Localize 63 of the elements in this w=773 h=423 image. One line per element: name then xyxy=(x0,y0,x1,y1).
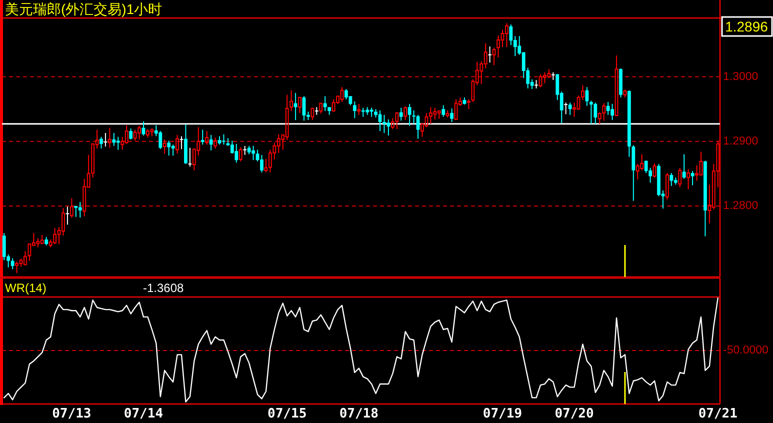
candlestick xyxy=(28,244,32,262)
chart-title: 美元瑞郎(外汇交易)1小时 xyxy=(5,1,162,17)
candlestick xyxy=(167,140,171,156)
candlestick xyxy=(382,114,386,134)
candlestick xyxy=(610,103,614,121)
x-tick-label: 07/15 xyxy=(268,406,307,422)
candlestick xyxy=(370,107,374,118)
candlestick xyxy=(509,24,513,46)
candlestick xyxy=(378,110,382,132)
candlestick xyxy=(670,172,674,186)
candlestick xyxy=(323,96,327,112)
x-tick-label: 07/13 xyxy=(52,406,92,422)
candlestick xyxy=(644,160,648,174)
candlestick xyxy=(442,104,446,118)
candlestick xyxy=(112,132,116,146)
candlestick xyxy=(344,88,348,100)
candlestick xyxy=(209,134,213,151)
candlestick xyxy=(298,96,302,114)
candlestick xyxy=(200,129,204,146)
candlestick xyxy=(252,145,255,161)
candlestick xyxy=(589,100,593,124)
candlestick xyxy=(682,154,686,180)
candlestick xyxy=(594,102,598,124)
candlestick xyxy=(450,108,454,122)
candlestick xyxy=(188,147,192,168)
x-tick-label: 07/14 xyxy=(124,406,164,422)
candlestick xyxy=(100,136,103,149)
candlestick xyxy=(158,130,162,150)
x-tick-label: 07/20 xyxy=(554,406,594,422)
candlestick xyxy=(129,128,133,140)
candlestick xyxy=(2,232,6,261)
candlestick xyxy=(564,102,568,115)
y-tick-label: 1.3000 xyxy=(723,70,758,83)
candlestick xyxy=(488,46,492,64)
candlestick xyxy=(632,144,636,202)
candlestick xyxy=(78,202,82,218)
text: -50.0000 xyxy=(723,344,768,356)
candlestick xyxy=(314,106,319,116)
text: -1.3608 xyxy=(143,281,184,295)
text: 1.2896 xyxy=(725,18,768,34)
candlestick xyxy=(234,143,238,164)
candlestick xyxy=(568,102,572,116)
candlestick xyxy=(352,100,356,119)
candlestick xyxy=(242,145,248,156)
x-tick-label: 07/21 xyxy=(698,406,738,422)
candlestick xyxy=(171,144,175,156)
y-tick-label: 1.2800 xyxy=(723,200,758,212)
candlestick xyxy=(10,258,14,270)
y-tick-label: 1.2900 xyxy=(723,135,758,148)
candlestick xyxy=(408,103,412,126)
candlestick xyxy=(386,118,390,136)
candlestick xyxy=(108,127,112,148)
candlestick xyxy=(24,250,27,266)
x-tick-label: 07/18 xyxy=(339,406,379,422)
candlestick xyxy=(399,107,403,122)
x-tick-label: 07/19 xyxy=(482,406,522,422)
candlestick xyxy=(428,106,432,124)
candlestick xyxy=(222,134,226,146)
candlestick xyxy=(260,154,264,173)
candlestick xyxy=(606,101,610,116)
chart-title: WR(14) xyxy=(5,281,46,295)
candlestick xyxy=(505,22,508,48)
candlestick xyxy=(116,136,120,150)
